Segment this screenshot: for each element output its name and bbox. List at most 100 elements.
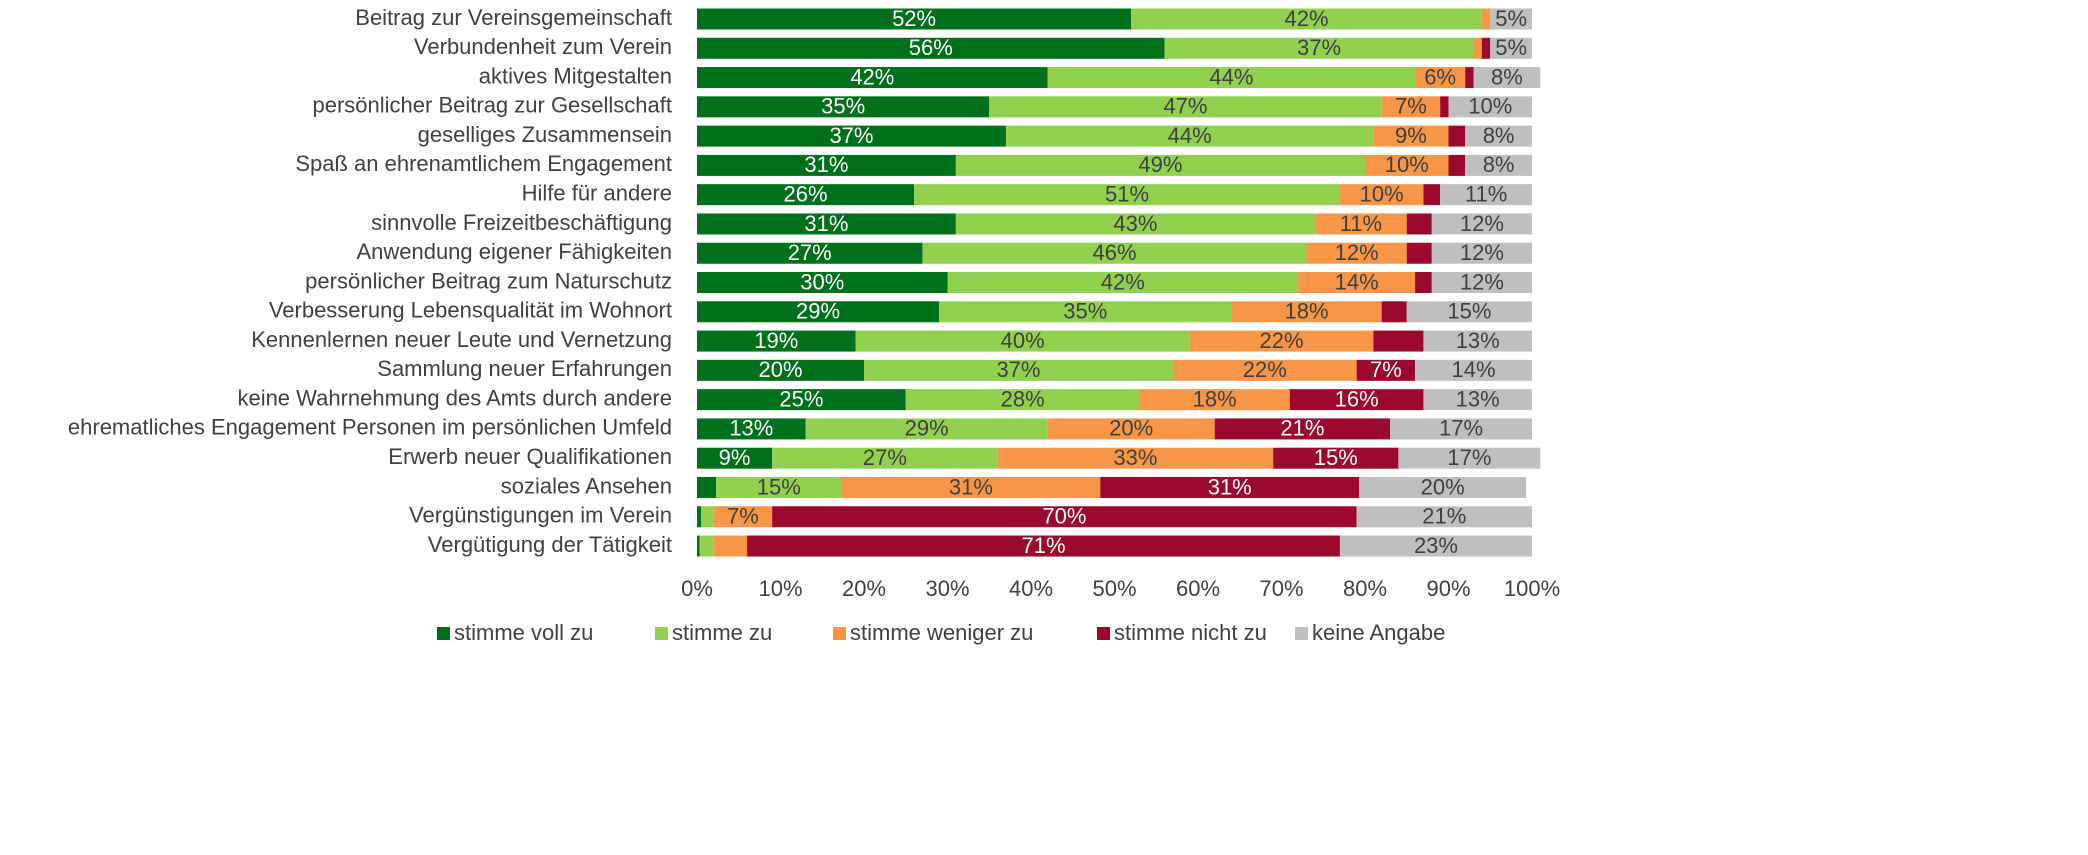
data-label: 26% [784,181,828,206]
bar-segment [1131,8,1482,30]
bar-segment [697,447,773,469]
bar-segment [1440,184,1532,206]
category-label: Vergünstigungen im Verein [409,503,672,528]
data-label: 19% [754,328,798,353]
bar-segment [1481,8,1491,30]
legend-label: stimme voll zu [454,620,593,645]
legend-swatch [1295,627,1308,640]
x-tick-label: 50% [1092,576,1136,601]
bar-segment [697,272,948,294]
data-label: 31% [804,211,848,236]
category-label: keine Wahrnehmung des Amts durch andere [237,385,672,410]
data-label: 7% [1395,94,1427,119]
category-label: persönlicher Beitrag zum Naturschutz [305,268,672,293]
bar-segment [697,96,990,118]
bar-segment [1373,125,1449,147]
data-label: 9% [1395,123,1427,148]
data-label: 31% [949,474,993,499]
data-label: 37% [996,357,1040,382]
data-label: 42% [1101,269,1145,294]
category-label: Spaß an ehrenamtlichem Engagement [295,151,672,176]
bar-segment [1465,154,1532,176]
bar-segment [1289,389,1424,411]
bar-segment [699,535,714,557]
category-label: aktives Mitgestalten [479,63,672,88]
data-label: 14% [1335,269,1379,294]
data-label: 21% [1280,416,1324,441]
bar-segment [1365,154,1449,176]
bar-segment [697,535,700,557]
legend-swatch [833,627,846,640]
bar-segment [1373,330,1424,352]
data-label: 30% [800,269,844,294]
bar-segment [805,418,1048,440]
x-tick-label: 40% [1009,576,1053,601]
data-label: 31% [1208,474,1252,499]
category-label: Verbundenheit zum Verein [414,34,672,59]
data-label: 11% [1340,211,1382,236]
x-tick-label: 80% [1343,576,1387,601]
bar-segment [701,506,714,528]
bar-segment [1440,96,1449,118]
category-label: geselliges Zusammensein [418,122,672,147]
bar-segment [1381,301,1407,323]
data-label: 35% [821,94,865,119]
bar-segment [841,476,1101,498]
bar-segment [955,213,1315,235]
data-label: 20% [1109,416,1153,441]
data-label: 15% [1314,445,1358,470]
bar-segment [1490,8,1532,30]
data-label: 7% [727,504,759,529]
data-label: 12% [1460,240,1504,265]
data-label: 37% [1297,35,1341,60]
bar-segment [1423,389,1532,411]
data-label: 44% [1168,123,1212,148]
bar-segment [855,330,1190,352]
data-label: 52% [892,6,936,31]
bar-segment [1406,242,1432,264]
bar-segment [697,125,1006,147]
bar-segment [947,272,1299,294]
data-label: 27% [788,240,832,265]
bar-segment [1431,272,1532,294]
bar-segment [1431,213,1532,235]
bar-segment [1047,418,1215,440]
x-tick-label: 0% [681,576,713,601]
data-label: 29% [905,416,949,441]
data-label: 8% [1491,64,1523,89]
data-label: 70% [1042,504,1086,529]
bar-segment [905,389,1140,411]
category-label: soziales Ansehen [501,473,672,498]
data-label: 16% [1335,386,1379,411]
data-label: 28% [1001,386,1045,411]
bar-segment [697,476,717,498]
x-tick-label: 20% [842,576,886,601]
category-label: sinnvolle Freizeitbeschäftigung [371,210,672,235]
bar-segment [1356,359,1416,381]
bar-segment [713,506,773,528]
category-label: Sammlung neuer Erfahrungen [377,356,672,381]
data-label: 8% [1483,123,1515,148]
bar-segment [1465,125,1532,147]
bar-segment [697,213,956,235]
data-label: 8% [1483,152,1515,177]
bar-segment [1473,67,1541,89]
bar-segment [697,242,923,264]
data-label: 71% [1022,533,1066,558]
bar-segment [1139,389,1290,411]
bar-segment [1339,535,1532,557]
data-label: 18% [1193,386,1237,411]
bar-segment [713,535,748,557]
bar-segment [864,359,1173,381]
x-tick-label: 70% [1259,576,1303,601]
data-label: 44% [1209,64,1253,89]
category-label: Erwerb neuer Qualifikationen [388,444,672,469]
bar-segment [1415,359,1532,381]
data-label: 11% [1465,181,1507,206]
data-label: 42% [850,64,894,89]
data-label: 43% [1113,211,1157,236]
data-label: 13% [1456,386,1500,411]
bar-segment [1172,359,1357,381]
data-label: 47% [1163,94,1207,119]
